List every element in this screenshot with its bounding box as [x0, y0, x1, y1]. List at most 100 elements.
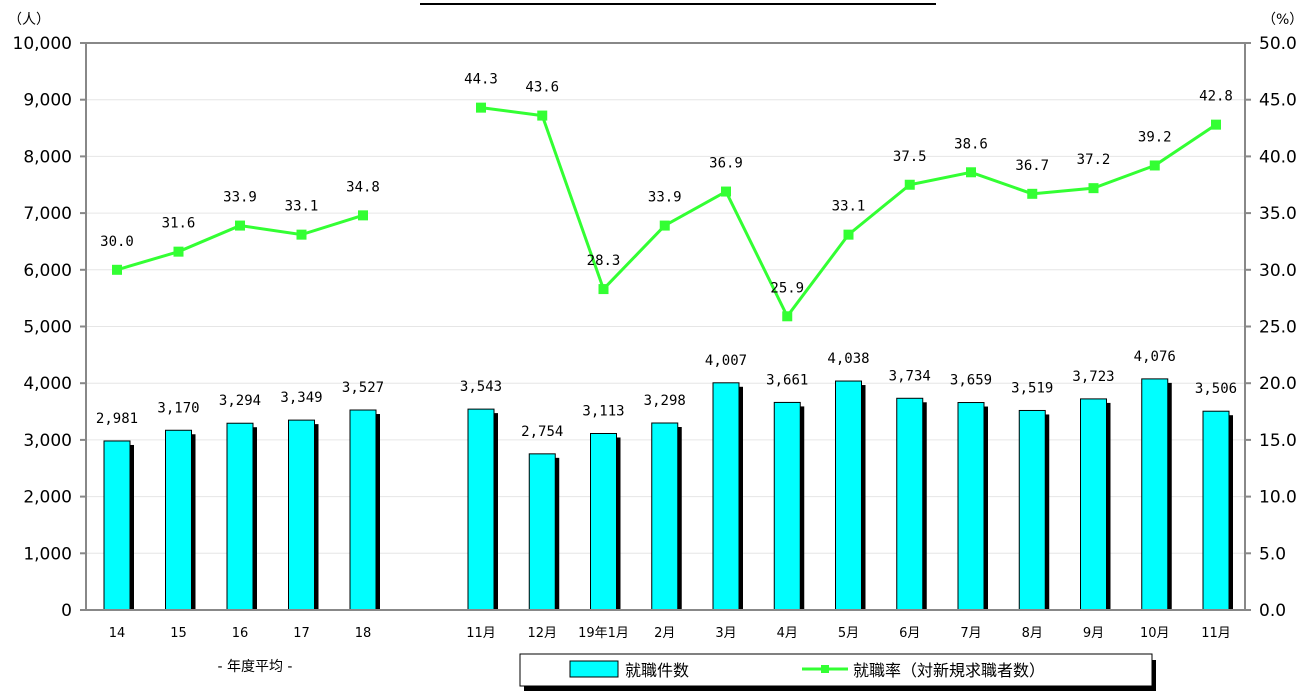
legend-bar-swatch [569, 660, 619, 678]
left-tick-label: 9,000 [23, 91, 72, 111]
line-value-label: 36.9 [709, 156, 743, 172]
x-tick-label: 11月 [1201, 626, 1231, 641]
left-tick-label: 4,000 [23, 374, 72, 394]
line-value-label: 37.5 [893, 149, 927, 165]
x-tick-label: 17 [293, 626, 310, 641]
bar [1080, 398, 1107, 611]
right-axis-ticks: 0.0 5.0 10.0 15.0 20.0 25.0 30.0 35.0 40.0 45.0 50… [1245, 34, 1297, 621]
bar [651, 422, 679, 611]
legend-bar-label: 就職件数 [625, 661, 689, 680]
line-value-label: 44.3 [464, 72, 498, 88]
left-axis-unit: （人） [8, 12, 50, 28]
left-tick-label: 6,000 [23, 261, 72, 281]
right-tick-label: 40.0 [1259, 147, 1297, 167]
right-tick-label: 10.0 [1259, 488, 1297, 508]
bar-value-label: 4,076 [1134, 349, 1176, 365]
line-value-labels: 30.0 31.6 33.9 33.1 34.8 44.3 43.6 28.3 33.9 36.9… [100, 72, 1233, 297]
bar [1202, 410, 1230, 611]
legend: 就職件数 就職率（対新規求職者数） [519, 653, 1156, 691]
x-tick-label: 6月 [899, 626, 920, 641]
x-tick-label: 9月 [1083, 626, 1104, 641]
right-tick-label: 25.0 [1259, 318, 1297, 338]
x-tick-label: 16 [232, 626, 249, 641]
bar-value-label: 3,519 [1011, 380, 1053, 396]
x-tick-label: 7月 [960, 626, 981, 641]
x-tick-label: 18 [355, 626, 372, 641]
bar-value-label: 3,734 [889, 368, 931, 384]
bar-value-labels: 2,981 3,170 3,294 3,349 3,527 3,543 2,754 3,113… [96, 349, 1237, 440]
line-series [112, 102, 1221, 322]
bar [1141, 378, 1169, 611]
bar [712, 382, 740, 611]
right-tick-label: 45.0 [1259, 91, 1297, 111]
line-value-label: 37.2 [1077, 152, 1111, 168]
line-point [112, 264, 122, 275]
right-tick-label: 30.0 [1259, 261, 1297, 281]
bar [226, 422, 254, 611]
line-point [235, 220, 245, 231]
line-value-label: 38.6 [954, 136, 988, 152]
line-point [296, 229, 307, 240]
bar-value-label: 2,981 [96, 411, 138, 427]
left-tick-label: 2,000 [23, 488, 72, 508]
x-axis-ticks: 14 15 16 17 18 11月 12月 19年1月 2月 3月 4月 5月 6月 7月 8月 9月 10月… [109, 626, 1231, 641]
line-point [476, 102, 486, 113]
legend-line-label: 就職率（対新規求職者数） [853, 661, 1045, 680]
left-axis-ticks: 0 1,000 2,000 3,000 4,000 5,000 6,000 7,000 8,00… [13, 34, 86, 621]
right-tick-label: 20.0 [1259, 374, 1297, 394]
bar [288, 419, 315, 611]
left-tick-label: 5,000 [23, 318, 72, 338]
line-value-label: 43.6 [525, 80, 559, 96]
bar [773, 401, 801, 611]
bar [590, 432, 617, 611]
line-point [537, 110, 548, 121]
bar [103, 440, 131, 611]
x-tick-label: 14 [109, 626, 126, 641]
line-point [598, 284, 609, 295]
bar-value-label: 3,294 [219, 393, 261, 409]
x-tick-label: 12月 [527, 626, 557, 641]
line-point [659, 220, 670, 231]
bar-value-label: 4,038 [827, 351, 869, 367]
line-value-label: 31.6 [162, 216, 196, 232]
line-value-label: 39.2 [1138, 129, 1172, 145]
line-point [1149, 160, 1160, 171]
bar-value-label: 3,659 [950, 373, 992, 389]
line-value-label: 33.1 [285, 199, 319, 215]
bar-value-label: 3,298 [644, 393, 686, 409]
bar [1018, 409, 1046, 611]
bar [349, 409, 377, 611]
x-tick-label: 5月 [838, 626, 859, 641]
bar-value-label: 3,661 [766, 372, 808, 388]
left-tick-label: 0 [61, 601, 72, 621]
line-value-label: 25.9 [770, 280, 804, 296]
left-tick-label: 1,000 [23, 544, 72, 564]
line-point [173, 246, 184, 257]
bar [896, 397, 924, 611]
bar [467, 408, 495, 611]
bar-value-label: 3,543 [460, 379, 502, 395]
x-tick-label: 4月 [777, 626, 798, 641]
legend-line-marker [821, 665, 829, 673]
line-point [904, 179, 915, 190]
left-tick-label: 7,000 [23, 204, 72, 224]
left-tick-label: 3,000 [23, 431, 72, 451]
line-value-label: 28.3 [587, 253, 621, 269]
line-point [966, 167, 976, 178]
bar-value-label: 3,113 [582, 403, 624, 419]
right-tick-label: 50.0 [1259, 34, 1297, 54]
line-value-label: 42.8 [1199, 89, 1233, 105]
right-axis-unit: （%） [1262, 12, 1303, 28]
bar [957, 402, 985, 611]
left-tick-label: 8,000 [23, 147, 72, 167]
x-tick-label: 8月 [1022, 626, 1043, 641]
line-value-label: 34.8 [346, 179, 380, 195]
line-point [358, 210, 368, 221]
x-tick-label: 10月 [1140, 626, 1170, 641]
bar-value-label: 3,349 [280, 390, 322, 406]
x-tick-label: 3月 [715, 626, 736, 641]
bar-series [103, 378, 1233, 611]
line-point [1088, 183, 1099, 194]
line-point [721, 186, 731, 197]
